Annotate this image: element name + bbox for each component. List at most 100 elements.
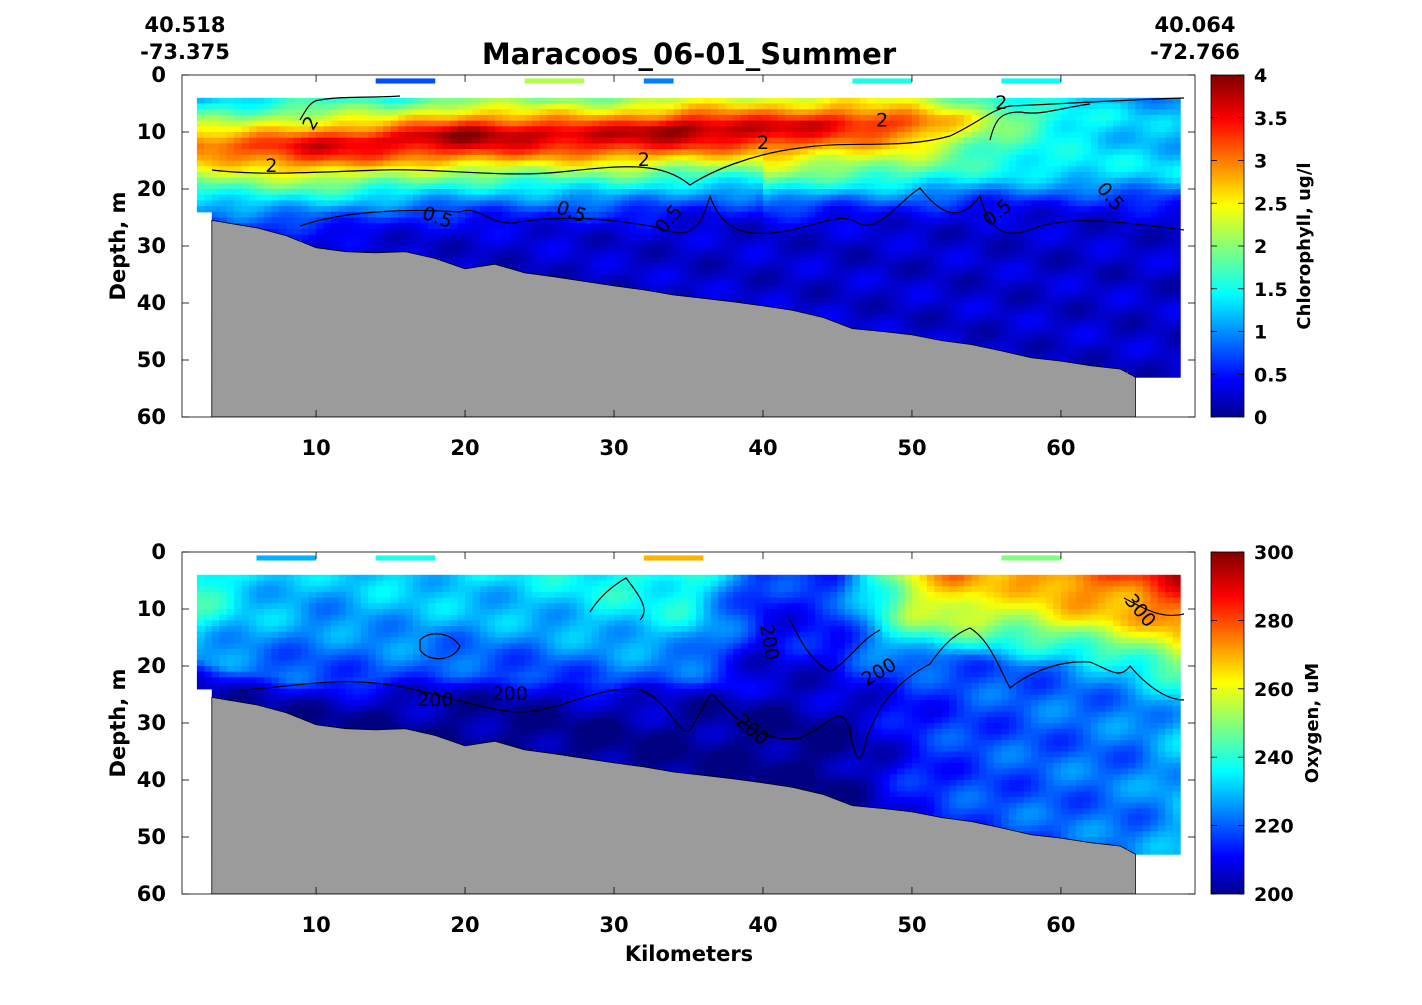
heatmap-cell [1090, 331, 1099, 338]
heatmap-cell [800, 166, 809, 173]
heatmap-cell [1068, 354, 1077, 361]
heatmap-cell [1001, 206, 1010, 213]
heatmap-cell [316, 137, 325, 144]
heatmap-cell [345, 143, 354, 150]
heatmap-cell [703, 234, 712, 241]
heatmap-cell [986, 257, 995, 264]
heatmap-cell [330, 189, 340, 196]
heatmap-cell [517, 246, 526, 253]
heatmap-cell [1157, 223, 1166, 230]
heatmap-cell [926, 251, 935, 258]
heatmap-cell [911, 166, 921, 173]
heatmap-cell [316, 160, 325, 167]
heatmap-cell [1090, 246, 1099, 253]
heatmap-cell [815, 246, 824, 253]
heatmap-cell [383, 189, 392, 196]
heatmap-cell [338, 137, 347, 144]
heatmap-cell [762, 228, 772, 236]
heatmap-cell [1068, 154, 1077, 162]
heatmap-cell [1120, 360, 1129, 367]
heatmap-cell [755, 223, 764, 230]
heatmap-cell [614, 246, 623, 253]
heatmap-cell [561, 228, 570, 236]
heatmap-cell [978, 194, 988, 201]
heatmap-cell [465, 132, 474, 139]
heatmap-cell [450, 217, 459, 224]
heatmap-cell [1090, 297, 1099, 304]
heatmap-cell [345, 103, 354, 110]
heatmap-cell [226, 103, 235, 110]
heatmap-cell [278, 171, 287, 179]
heatmap-cell [234, 200, 243, 207]
heatmap-cell [561, 263, 570, 270]
heatmap-cell [725, 177, 734, 184]
heatmap-cell [1053, 354, 1062, 361]
heatmap-cell [584, 200, 593, 207]
heatmap-cell [479, 217, 488, 224]
heatmap-cell [1038, 217, 1047, 224]
heatmap-cell [442, 246, 451, 253]
heatmap-cell [695, 149, 704, 156]
heatmap-cell [941, 257, 950, 264]
heatmap-cell [614, 200, 623, 207]
heatmap-cell [427, 132, 436, 139]
heatmap-cell [368, 137, 377, 144]
heatmap-cell [926, 114, 935, 122]
heatmap-cell [949, 303, 958, 310]
heatmap-cell [1083, 360, 1092, 367]
heatmap-cell [852, 246, 861, 253]
heatmap-cell [479, 109, 488, 116]
heatmap-cell [457, 251, 466, 258]
heatmap-cell [211, 609, 220, 616]
heatmap-cell [360, 109, 369, 116]
heatmap-cell [1008, 246, 1017, 253]
heatmap-cell [718, 223, 727, 230]
heatmap-cell [874, 171, 883, 179]
heatmap-cell [465, 234, 474, 241]
heatmap-cell [241, 609, 250, 616]
heatmap-cell [934, 183, 943, 190]
heatmap-cell [450, 257, 459, 264]
heatmap-cell [889, 234, 898, 241]
heatmap-cell [606, 257, 615, 264]
heatmap-cell [956, 223, 965, 230]
heatmap-cell [1075, 114, 1084, 122]
heatmap-cell [420, 251, 429, 258]
heatmap-cell [971, 291, 980, 298]
heatmap-cell [733, 149, 742, 156]
heatmap-cell [1068, 234, 1077, 241]
heatmap-cell [405, 234, 414, 241]
heatmap-cell [666, 97, 675, 105]
heatmap-cell [569, 263, 578, 270]
heatmap-cell [1060, 285, 1069, 293]
heatmap-cell [1023, 211, 1032, 219]
colorbar-tick-label: 3.5 [1254, 108, 1288, 130]
heatmap-cell [561, 97, 570, 105]
heatmap-cell [1068, 194, 1077, 201]
heatmap-cell [360, 143, 369, 150]
heatmap-cell [926, 120, 935, 127]
heatmap-cell [703, 194, 712, 201]
heatmap-cell [1090, 154, 1099, 162]
heatmap-cell [1150, 291, 1159, 298]
heatmap-cell [196, 166, 205, 173]
heatmap-cell [733, 291, 742, 298]
heatmap-cell [993, 97, 1002, 105]
heatmap-cell [1120, 200, 1129, 207]
heatmap-cell [695, 223, 704, 230]
heatmap-cell [450, 109, 459, 116]
heatmap-cell [904, 268, 913, 276]
heatmap-cell [800, 297, 809, 304]
heatmap-cell [651, 171, 660, 179]
heatmap-cell [681, 154, 690, 162]
heatmap-cell [1142, 183, 1151, 190]
heatmap-cell [561, 103, 570, 110]
heatmap-cell [1060, 337, 1069, 344]
heatmap-cell [844, 308, 853, 315]
heatmap-cell [1053, 274, 1062, 281]
heatmap-cell [1053, 126, 1062, 133]
heatmap-cell [1165, 263, 1174, 270]
heatmap-cell [1090, 206, 1099, 213]
heatmap-cell [569, 211, 578, 219]
heatmap-cell [1060, 194, 1069, 201]
